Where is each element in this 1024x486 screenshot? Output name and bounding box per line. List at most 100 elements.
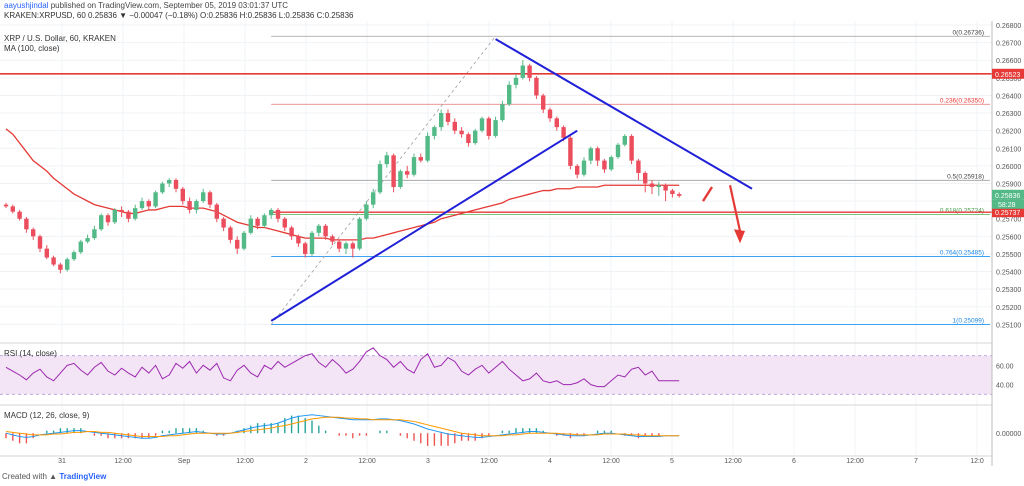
moving-average: [5, 128, 680, 241]
x-tick-label: 12:00: [236, 458, 254, 465]
candle-body: [466, 134, 471, 143]
candle-body: [316, 225, 321, 233]
candle-body: [561, 127, 566, 138]
candle-body: [269, 209, 274, 216]
candle-body: [17, 211, 22, 219]
candle-body: [167, 179, 172, 184]
x-tick-label: 6: [792, 458, 796, 465]
candle-body: [173, 179, 179, 189]
candle-body: [112, 209, 117, 223]
candle-body: [255, 218, 260, 226]
candle-body: [153, 192, 158, 207]
candle-body: [649, 183, 655, 188]
y-tick-label: 0.26300: [996, 111, 1021, 118]
candle-body: [221, 218, 226, 228]
y-tick-label: 0.25500: [996, 252, 1021, 259]
candle-body: [541, 95, 546, 110]
candle-body: [643, 172, 648, 184]
fibonacci-levels: 0(0.26736) 0.236(0.26350) 0.5(0.25918) 0.61…: [270, 29, 990, 325]
y-tick-label: 0.26100: [996, 146, 1021, 153]
rsi-band: [0, 355, 992, 395]
y-tick-label: 0.25300: [996, 287, 1021, 294]
candle-body: [133, 208, 138, 219]
candle-body: [201, 192, 206, 202]
candle-body: [547, 109, 553, 119]
candle-body: [323, 225, 328, 237]
y-tick-label: 0.25900: [996, 182, 1021, 189]
fib-level-label: 0(0.26736): [953, 29, 984, 36]
tradingview-brand[interactable]: TradingView: [59, 472, 107, 481]
rsi-pane: [0, 347, 992, 395]
x-tick-label: 5: [670, 458, 674, 465]
candle-body: [296, 236, 301, 244]
price-tag-box: [992, 207, 1024, 218]
candle-body: [377, 164, 383, 193]
candle-body: [391, 155, 396, 188]
fib-diagonal: [270, 36, 496, 325]
tradingview-logo-icon: ▲: [49, 472, 58, 481]
candle-body: [405, 171, 410, 175]
x-tick-label: Sep: [178, 458, 191, 465]
candle-body: [330, 236, 335, 242]
candle-body: [500, 104, 505, 121]
candle-body: [207, 192, 213, 205]
signal-line: [5, 416, 680, 438]
candle-body: [527, 65, 532, 78]
candle-body: [180, 188, 185, 202]
candles: [3, 60, 682, 274]
candle-body: [10, 206, 15, 212]
fib-level-label: 0.236(0.26350): [940, 97, 984, 104]
footer: Created with ▲ TradingView: [2, 472, 106, 481]
y-tick-label: 0.25600: [996, 234, 1021, 241]
candle-body: [235, 239, 240, 249]
candle-body: [486, 118, 491, 136]
macd-tick-label: 0.00000: [996, 431, 1021, 438]
candle-body: [126, 211, 131, 219]
rsi-tick-label: 60.00: [996, 363, 1014, 370]
candle-body: [615, 144, 621, 158]
candle-body: [459, 130, 464, 135]
ma-legend: MA (100, close): [4, 44, 60, 53]
candle-body: [65, 259, 70, 270]
candle-body: [228, 227, 233, 240]
candle-body: [71, 252, 77, 260]
candle-body: [337, 241, 342, 249]
y-tick-label: 0.26500: [996, 76, 1021, 83]
candle-body: [303, 243, 308, 254]
macd-legend: MACD (12, 26, close, 9): [4, 411, 90, 420]
resistance-trend-line: [495, 38, 753, 190]
countdown-box: [992, 199, 1024, 209]
candle-body: [357, 218, 362, 249]
candle-body: [520, 65, 525, 78]
candle-body: [479, 118, 485, 131]
x-tick-label: 12:00: [114, 458, 132, 465]
trend-lines: [270, 38, 753, 322]
x-tick-label: 31: [58, 458, 66, 465]
author-link[interactable]: aayushjindal: [4, 1, 49, 10]
candle-body: [534, 77, 539, 96]
candle-body: [432, 127, 437, 136]
candle-body: [663, 185, 668, 191]
x-tick-label: 12:0: [970, 458, 984, 465]
rsi-tick-label: 40.00: [996, 383, 1014, 390]
candle-body: [656, 185, 661, 188]
candle-body: [670, 190, 675, 195]
created-with-text: Created with: [2, 472, 47, 481]
price-tag-label: 0.25737: [995, 210, 1020, 217]
publish-info: published on TradingView.com, September …: [50, 1, 289, 10]
x-tick-label: 3: [426, 458, 430, 465]
candle-body: [609, 157, 614, 170]
candle-body: [187, 201, 192, 210]
y-tick-label: 0.26400: [996, 93, 1021, 100]
x-tick-label: 2: [304, 458, 308, 465]
candle-body: [99, 215, 104, 230]
candle-body: [139, 201, 145, 209]
candle-body: [588, 148, 593, 161]
candle-body: [146, 201, 151, 207]
candle-body: [119, 209, 124, 212]
candle-body: [581, 160, 587, 175]
projection-arrow-head: [734, 229, 745, 244]
candle-body: [452, 121, 457, 131]
price-tag-label: 0.26523: [995, 72, 1020, 79]
